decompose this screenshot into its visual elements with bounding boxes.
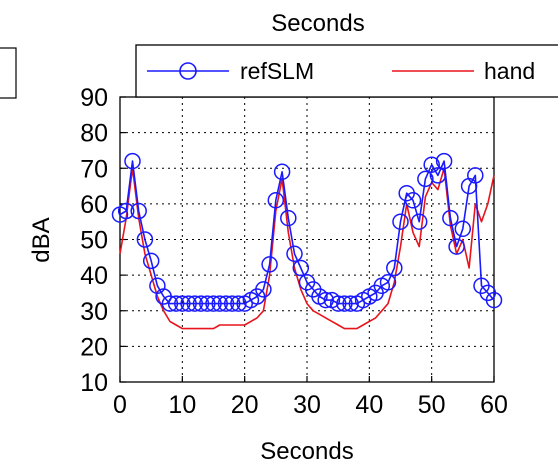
data-point-refSLM [205, 295, 222, 312]
data-point-refSLM [410, 213, 428, 230]
data-point-refSLM [392, 213, 409, 230]
data-point-refSLM [386, 259, 403, 277]
legend-refslm-marker [179, 62, 197, 80]
data-point-refSLM [485, 291, 503, 309]
data-point-refSLM [174, 295, 191, 312]
data-point-refSLM [192, 295, 210, 312]
data-point-refSLM [342, 295, 359, 312]
data-point-refSLM [180, 295, 197, 312]
data-point-refSLM [280, 209, 297, 227]
y-axis-ticks: 10 20 30 40 50 60 70 80 90 [80, 84, 126, 397]
y-tick-label: 10 [80, 369, 108, 397]
legend-refslm-label: refSLM [240, 58, 314, 84]
data-point-refSLM [435, 152, 453, 170]
data-point-refSLM [336, 295, 353, 312]
x-tick-label: 40 [355, 391, 383, 419]
y-tick-label: 40 [80, 262, 108, 290]
data-point-refSLM [211, 295, 228, 312]
y-axis-label: dBA [28, 217, 55, 262]
y-tick-label: 20 [80, 333, 108, 361]
data-point-refSLM [230, 295, 247, 312]
y-tick-label: 60 [80, 191, 108, 219]
data-point-refSLM [467, 167, 484, 184]
data-point-refSLM [317, 291, 334, 309]
x-tick-label: 30 [293, 391, 321, 419]
data-point-refSLM [186, 295, 204, 312]
data-point-refSLM [454, 220, 472, 238]
data-point-refSLM [429, 167, 447, 184]
data-point-refSLM [161, 295, 179, 312]
y-tick-label: 80 [80, 120, 108, 148]
y-tick-label: 90 [80, 84, 108, 112]
data-point-refSLM [117, 202, 135, 220]
data-point-refSLM [124, 152, 141, 170]
data-point-refSLM [379, 274, 397, 291]
x-axis-ticks: 0 10 20 30 40 50 60 [113, 376, 508, 419]
data-point-refSLM [223, 295, 241, 312]
data-point-refSLM [442, 209, 459, 227]
series-line-refSLM [119, 160, 495, 305]
data-point-refSLM [292, 259, 310, 277]
chart-top-title: Seconds [271, 10, 364, 37]
grid-lines [120, 97, 494, 382]
data-point-refSLM [130, 202, 147, 220]
data-point-refSLM [167, 295, 185, 312]
data-point-refSLM [404, 192, 422, 209]
data-point-refSLM [255, 281, 272, 298]
x-tick-label: 0 [113, 391, 127, 419]
x-tick-label: 20 [231, 391, 259, 419]
data-point-refSLM [448, 238, 465, 255]
x-tick-label: 10 [168, 391, 196, 419]
y-tick-label: 70 [80, 155, 108, 183]
data-point-refSLM [417, 170, 434, 188]
cropped-neighbor-box [0, 47, 17, 99]
legend: refSLM hand [135, 44, 558, 98]
x-tick-label: 60 [480, 391, 508, 419]
data-point-refSLM [273, 163, 291, 181]
data-point-refSLM [217, 295, 235, 312]
data-point-refSLM [199, 295, 216, 312]
data-point-refSLM [136, 231, 154, 248]
data-point-refSLM [261, 256, 278, 273]
y-tick-label: 30 [80, 298, 108, 326]
x-tick-label: 50 [418, 391, 446, 419]
legend-hand-label: hand [484, 58, 535, 84]
data-point-refSLM [142, 252, 160, 270]
data-point-refSLM [286, 245, 303, 263]
data-point-refSLM [267, 192, 285, 209]
x-axis-label: Seconds [260, 438, 353, 465]
y-tick-label: 50 [80, 227, 108, 255]
data-point-refSLM [329, 295, 347, 312]
series-layer [111, 152, 503, 330]
